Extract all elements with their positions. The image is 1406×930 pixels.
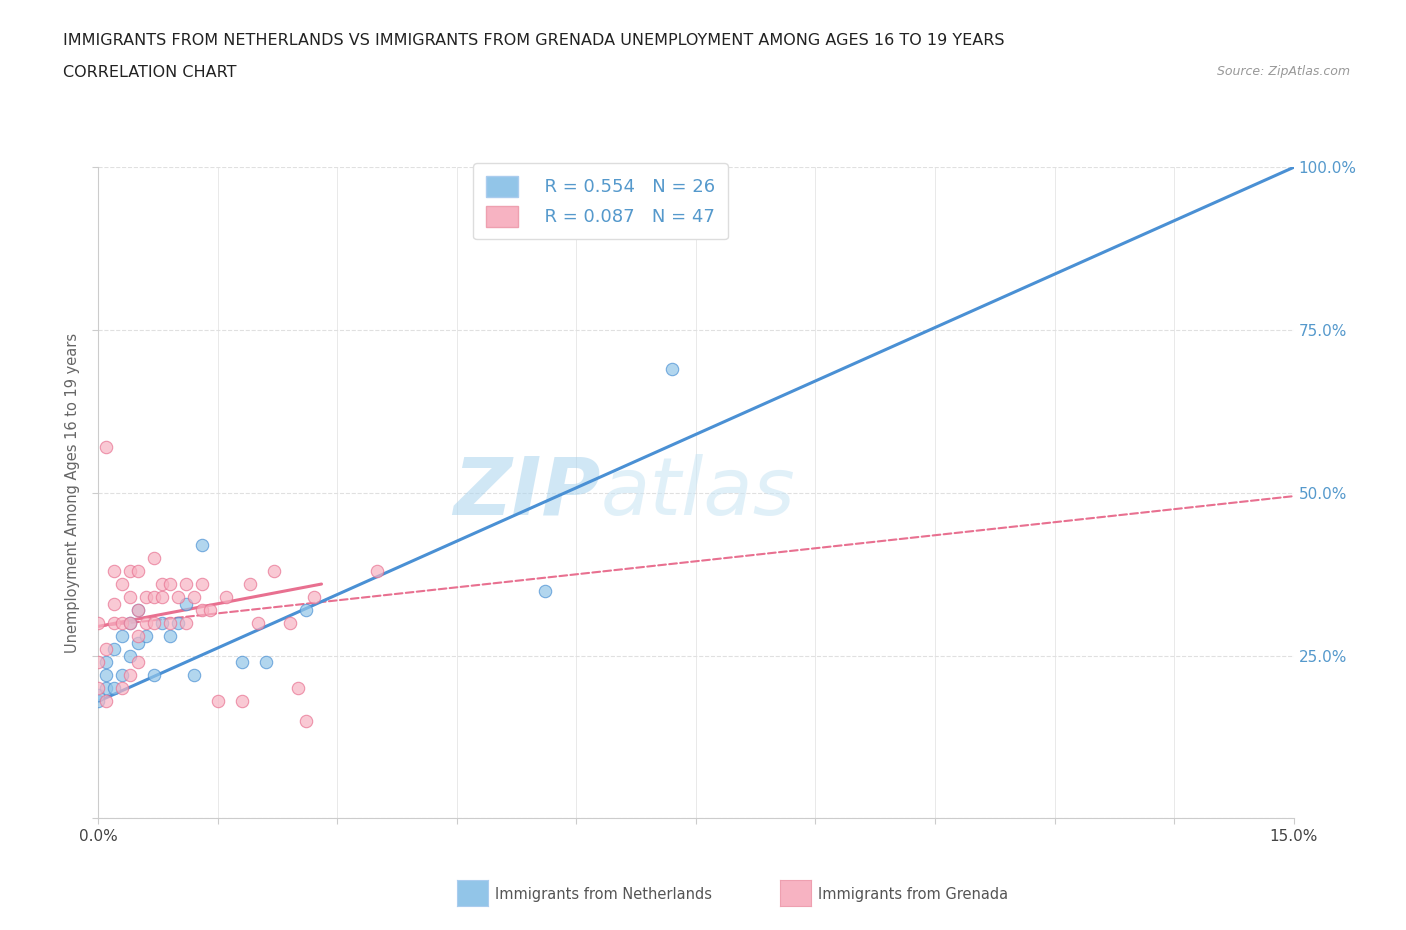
- Point: [87, 655, 110, 670]
- Text: Immigrants from Netherlands: Immigrants from Netherlands: [495, 887, 711, 902]
- Point: [183, 668, 205, 683]
- Point: [143, 616, 166, 631]
- Text: ZIP: ZIP: [453, 454, 600, 532]
- Point: [135, 590, 157, 604]
- Point: [135, 629, 157, 644]
- Point: [87, 681, 110, 696]
- Point: [207, 694, 229, 709]
- Point: [96, 655, 118, 670]
- Point: [96, 694, 118, 709]
- Point: [294, 713, 316, 728]
- Point: [96, 642, 118, 657]
- Point: [159, 629, 181, 644]
- Point: [87, 694, 110, 709]
- Text: Source: ZipAtlas.com: Source: ZipAtlas.com: [1216, 65, 1350, 78]
- Point: [174, 596, 197, 611]
- Point: [533, 583, 555, 598]
- Y-axis label: Unemployment Among Ages 16 to 19 years: Unemployment Among Ages 16 to 19 years: [65, 333, 80, 653]
- Point: [120, 590, 142, 604]
- Point: [120, 668, 142, 683]
- Point: [191, 603, 214, 618]
- Point: [143, 551, 166, 565]
- Point: [120, 564, 142, 578]
- Point: [167, 616, 190, 631]
- Legend:   R = 0.554   N = 26,   R = 0.087   N = 47: R = 0.554 N = 26, R = 0.087 N = 47: [474, 164, 727, 239]
- Point: [661, 362, 683, 377]
- Point: [111, 681, 134, 696]
- Point: [231, 694, 253, 709]
- Point: [103, 564, 125, 578]
- Point: [150, 616, 173, 631]
- Point: [87, 687, 110, 702]
- Point: [159, 616, 181, 631]
- Point: [287, 681, 309, 696]
- Point: [111, 668, 134, 683]
- Point: [143, 668, 166, 683]
- Point: [191, 577, 214, 591]
- Point: [246, 616, 269, 631]
- Point: [135, 616, 157, 631]
- Point: [167, 590, 190, 604]
- Text: Immigrants from Grenada: Immigrants from Grenada: [818, 887, 1008, 902]
- Point: [103, 642, 125, 657]
- Point: [294, 603, 316, 618]
- Point: [103, 681, 125, 696]
- Point: [198, 603, 221, 618]
- Point: [127, 635, 149, 650]
- Text: atlas: atlas: [600, 454, 796, 532]
- Point: [174, 577, 197, 591]
- Point: [120, 648, 142, 663]
- Point: [278, 616, 301, 631]
- Point: [254, 655, 277, 670]
- Text: CORRELATION CHART: CORRELATION CHART: [63, 65, 236, 80]
- Point: [96, 668, 118, 683]
- Point: [127, 655, 149, 670]
- Point: [150, 577, 173, 591]
- Point: [239, 577, 262, 591]
- Point: [159, 577, 181, 591]
- Point: [150, 590, 173, 604]
- Point: [366, 564, 388, 578]
- Text: IMMIGRANTS FROM NETHERLANDS VS IMMIGRANTS FROM GRENADA UNEMPLOYMENT AMONG AGES 1: IMMIGRANTS FROM NETHERLANDS VS IMMIGRANT…: [63, 33, 1005, 47]
- Point: [111, 629, 134, 644]
- Point: [111, 577, 134, 591]
- Point: [103, 596, 125, 611]
- Point: [231, 655, 253, 670]
- Point: [127, 564, 149, 578]
- Point: [96, 681, 118, 696]
- Point: [120, 616, 142, 631]
- Point: [143, 590, 166, 604]
- Point: [127, 603, 149, 618]
- Point: [111, 616, 134, 631]
- Point: [96, 440, 118, 455]
- Point: [183, 590, 205, 604]
- Point: [103, 616, 125, 631]
- Point: [127, 629, 149, 644]
- Point: [191, 538, 214, 552]
- Point: [174, 616, 197, 631]
- Point: [120, 616, 142, 631]
- Point: [127, 603, 149, 618]
- Point: [87, 616, 110, 631]
- Point: [215, 590, 238, 604]
- Point: [263, 564, 285, 578]
- Point: [302, 590, 325, 604]
